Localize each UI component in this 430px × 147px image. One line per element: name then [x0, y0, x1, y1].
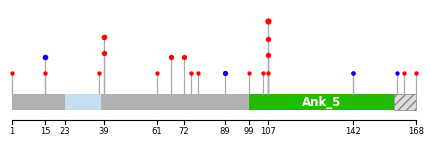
Text: 107: 107 — [260, 127, 276, 136]
Bar — [394, 94, 416, 110]
Bar — [65, 94, 101, 110]
Text: 39: 39 — [98, 127, 109, 136]
Text: 61: 61 — [151, 127, 162, 136]
Text: 1: 1 — [9, 127, 14, 136]
Bar — [249, 94, 394, 110]
Text: Ank_5: Ank_5 — [302, 96, 341, 109]
Text: 23: 23 — [59, 127, 70, 136]
Text: 15: 15 — [40, 127, 51, 136]
Text: 142: 142 — [345, 127, 361, 136]
Text: 72: 72 — [178, 127, 189, 136]
Text: 89: 89 — [219, 127, 230, 136]
Text: 168: 168 — [408, 127, 424, 136]
Text: 99: 99 — [244, 127, 254, 136]
Bar — [12, 94, 416, 110]
